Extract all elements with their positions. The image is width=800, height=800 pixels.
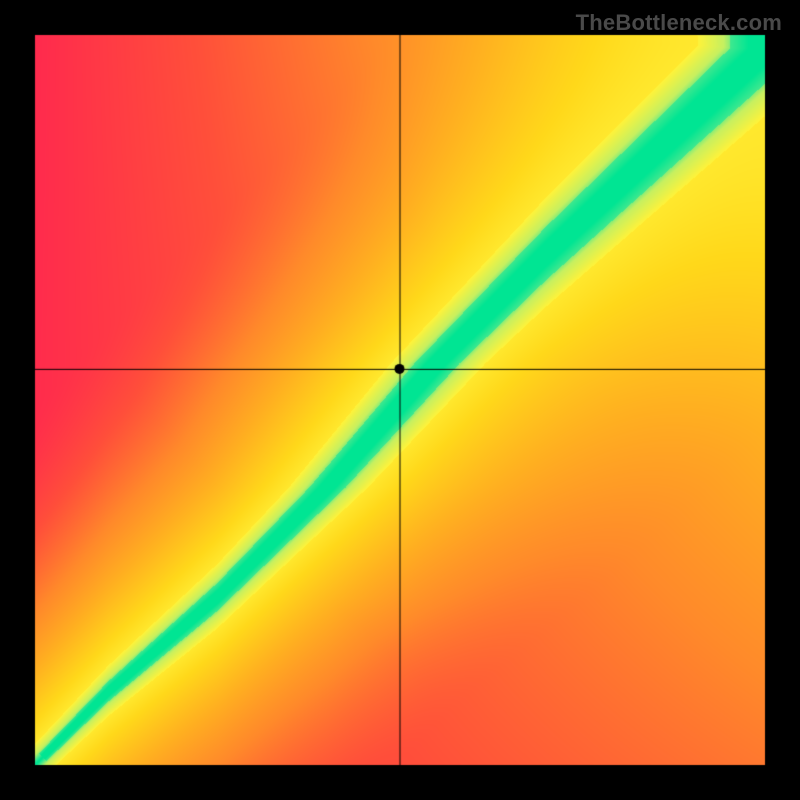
watermark-text: TheBottleneck.com <box>576 10 782 36</box>
heatmap-canvas-wrap <box>0 0 800 800</box>
bottleneck-heatmap <box>0 0 800 800</box>
chart-frame: TheBottleneck.com <box>0 0 800 800</box>
